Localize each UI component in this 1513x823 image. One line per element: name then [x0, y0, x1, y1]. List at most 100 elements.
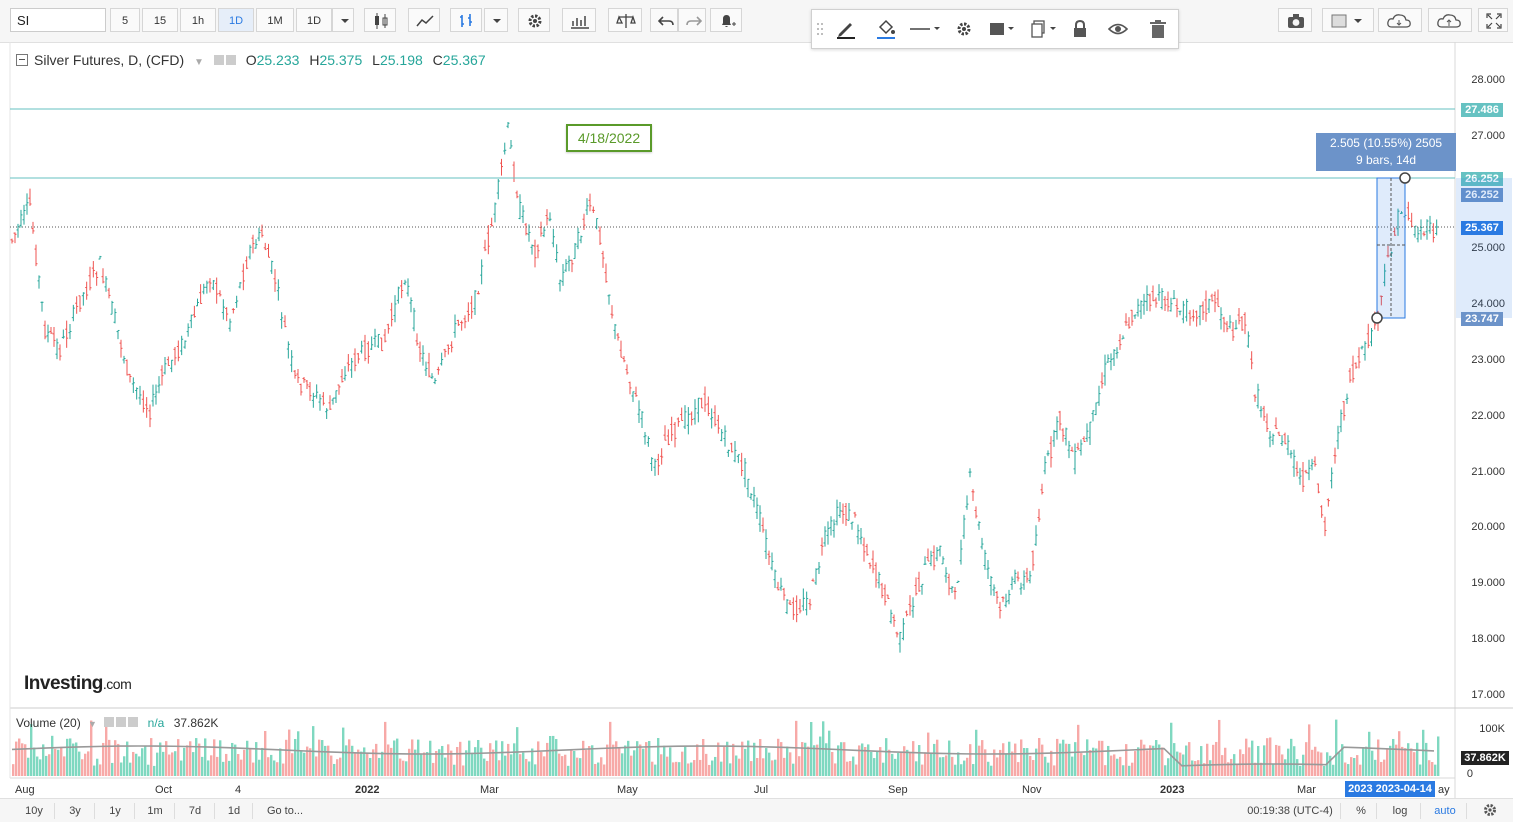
volume-bar — [813, 745, 816, 776]
top-toolbar: SI 5 15 1h 1D 1M 1D — [0, 0, 1513, 43]
studies-button[interactable] — [562, 8, 596, 32]
load-cloud-button[interactable] — [1378, 8, 1422, 32]
volume-bar — [855, 764, 858, 776]
volume-bar — [306, 746, 309, 776]
auto-toggle[interactable]: auto — [1424, 803, 1467, 819]
bottom-settings-button[interactable] — [1482, 802, 1498, 818]
drag-handle-icon[interactable] — [816, 19, 824, 39]
log-toggle[interactable]: log — [1380, 803, 1421, 819]
interval-15[interactable]: 15 — [142, 8, 178, 32]
measure-handle-bottom[interactable] — [1371, 312, 1383, 324]
volume-bar — [216, 756, 219, 776]
volume-bar — [666, 756, 669, 776]
volume-bar — [318, 739, 321, 776]
volume-close-icon[interactable] — [128, 717, 139, 727]
redo-button[interactable] — [678, 8, 706, 32]
range-1d[interactable]: 1d — [216, 803, 253, 819]
symbol-input[interactable]: SI — [10, 8, 106, 32]
visibility-interval-icon[interactable] — [988, 19, 1016, 39]
volume-bar — [522, 752, 525, 776]
interval-1d[interactable]: 1D — [218, 8, 254, 32]
legend-high-label: H — [309, 52, 320, 68]
volume-bar — [315, 756, 318, 776]
compare-button[interactable] — [608, 8, 642, 32]
volume-bar — [1371, 750, 1374, 776]
percent-toggle[interactable]: % — [1346, 803, 1377, 819]
volume-bar — [72, 743, 75, 776]
volume-bar — [927, 732, 930, 776]
price-tick: 24.000 — [1471, 298, 1505, 310]
volume-bar — [78, 751, 81, 776]
volume-bar — [219, 740, 222, 776]
volume-bar — [645, 742, 648, 776]
clone-icon[interactable] — [1030, 19, 1058, 39]
gear-icon[interactable] — [954, 19, 974, 39]
volume-bar — [762, 758, 765, 776]
line-chart-button[interactable] — [408, 8, 440, 32]
volume-bar — [132, 751, 135, 776]
volume-bar — [804, 742, 807, 776]
volume-bar — [1059, 743, 1062, 776]
goto-button[interactable]: Go to... — [266, 805, 304, 817]
volume-bar — [261, 747, 264, 776]
volume-eye-icon[interactable] — [104, 717, 115, 727]
alert-button[interactable] — [710, 8, 742, 32]
legend-eye-icon[interactable] — [213, 55, 224, 65]
interval-1d-alt[interactable]: 1D — [296, 8, 332, 32]
undo-button[interactable] — [650, 8, 678, 32]
volume-bar — [1344, 762, 1347, 776]
fill-color-icon[interactable] — [876, 19, 896, 39]
volume-dropdown-icon[interactable]: ▼ — [88, 719, 97, 729]
volume-bar — [966, 757, 969, 776]
volume-bar — [1320, 752, 1323, 776]
volume-bar — [69, 738, 72, 776]
volume-bar — [1266, 738, 1269, 776]
pencil-icon[interactable] — [836, 19, 856, 39]
volume-bar — [534, 764, 537, 776]
legend-dropdown-icon[interactable]: ▼ — [194, 57, 204, 68]
line-style-icon[interactable] — [908, 19, 942, 39]
color-button[interactable] — [1322, 8, 1374, 32]
bottom-bar: 10y 3y 1y 1m 7d 1d Go to... 00:19:38 (UT… — [0, 798, 1513, 822]
fullscreen-button[interactable] — [1478, 8, 1508, 32]
volume-bar — [255, 742, 258, 776]
trash-icon[interactable] — [1148, 19, 1168, 39]
range-3y[interactable]: 3y — [56, 803, 95, 819]
measure-box[interactable] — [1376, 177, 1406, 319]
range-1m[interactable]: 1m — [136, 803, 175, 819]
volume-bar — [228, 760, 231, 776]
candles-button[interactable] — [364, 8, 396, 32]
interval-5[interactable]: 5 — [110, 8, 140, 32]
volume-bar — [675, 761, 678, 776]
interval-1m[interactable]: 1M — [256, 8, 294, 32]
range-1y[interactable]: 1y — [96, 803, 135, 819]
volume-bar — [1407, 743, 1410, 776]
date-annotation[interactable]: 4/18/2022 — [566, 124, 652, 152]
range-7d[interactable]: 7d — [176, 803, 215, 819]
snapshot-button[interactable] — [1278, 8, 1312, 32]
volume-bar — [906, 749, 909, 776]
volume-bar — [450, 750, 453, 776]
volume-gear-icon[interactable] — [116, 717, 127, 727]
volume-bar — [1431, 762, 1434, 776]
volume-bar — [66, 738, 69, 776]
indicators-button[interactable] — [450, 8, 482, 32]
volume-bar — [963, 760, 966, 776]
measure-handle-top[interactable] — [1399, 172, 1411, 184]
lock-icon[interactable] — [1070, 19, 1090, 39]
volume-bar — [273, 760, 276, 776]
volume-bar — [816, 744, 819, 776]
interval-dropdown[interactable] — [332, 8, 354, 32]
settings-button[interactable] — [518, 8, 550, 32]
legend-collapse-icon[interactable] — [16, 54, 28, 66]
eye-icon[interactable] — [1108, 19, 1128, 39]
interval-1h[interactable]: 1h — [180, 8, 216, 32]
volume-bar — [264, 730, 267, 776]
legend-open: 25.233 — [256, 52, 300, 68]
range-10y[interactable]: 10y — [14, 803, 55, 819]
chart-type-dropdown[interactable] — [484, 8, 508, 32]
save-cloud-button[interactable] — [1428, 8, 1472, 32]
volume-bar — [1260, 762, 1263, 776]
legend-gear-icon[interactable] — [225, 55, 236, 65]
volume-bar — [501, 741, 504, 776]
